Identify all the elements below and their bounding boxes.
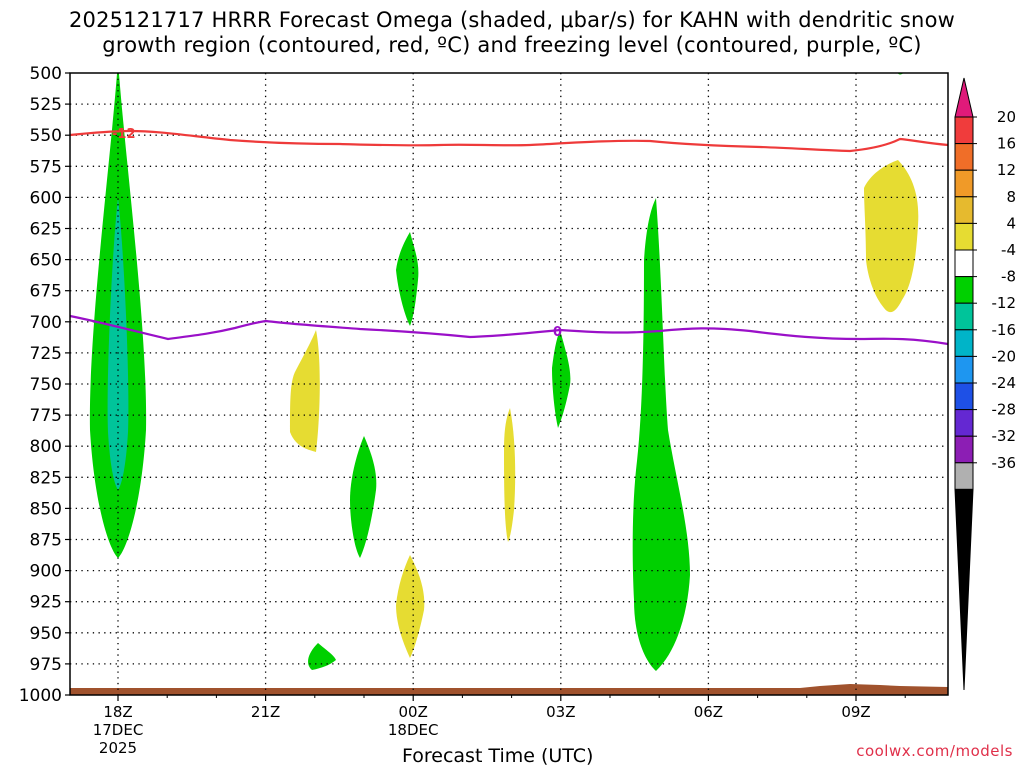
y-tick-label: 500 xyxy=(30,64,62,84)
contour-label-minus12: -12 xyxy=(112,127,136,142)
colorbar-box xyxy=(954,249,974,278)
colorbar-label: -4 xyxy=(1001,241,1016,259)
colorbar-bottom-triangle xyxy=(954,488,974,691)
colorbar-label: -36 xyxy=(992,454,1017,472)
x-tick-label: 00Z xyxy=(399,703,428,721)
y-tick-label: 725 xyxy=(30,344,62,364)
y-tick-label: 975 xyxy=(30,655,62,675)
x-tick-label: 21Z xyxy=(251,703,280,721)
y-tick-label: 700 xyxy=(30,313,62,333)
omega-region-green-0300z xyxy=(552,330,571,428)
x-tick-sublabel: 2025 xyxy=(99,739,137,757)
y-tick-label: 875 xyxy=(30,531,62,551)
y-tick-label: 650 xyxy=(30,251,62,271)
colorbar-label: -12 xyxy=(992,294,1017,312)
colorbar-box xyxy=(954,143,974,171)
contour-label-zero: 0 xyxy=(553,325,562,340)
contour-freezing-level-line xyxy=(69,314,949,346)
omega-region-green-2200z-low xyxy=(308,643,336,670)
y-tick-label: 600 xyxy=(30,188,62,208)
colorbar-label: -28 xyxy=(992,401,1017,419)
colorbar-top-triangle xyxy=(954,77,974,118)
colorbar-box xyxy=(954,409,974,437)
y-tick-label: 825 xyxy=(30,468,62,488)
x-tick-label: 18Z xyxy=(103,703,132,721)
y-tick-label: 900 xyxy=(30,562,62,582)
colorbar-label: -32 xyxy=(992,427,1017,445)
colorbar: 20 16 12 8 4 -4 -8 -12 -16 -20 -24 -28 -32 -36 xyxy=(954,77,1017,691)
chart-title-line2: growth region (contoured, red, ºC) and f… xyxy=(102,33,922,57)
colorbar-box xyxy=(954,382,974,411)
colorbar-label: 8 xyxy=(1006,188,1016,206)
x-tick-label: 06Z xyxy=(694,703,723,721)
omega-region-yellow-2130z xyxy=(290,330,320,452)
colorbar-box xyxy=(954,222,974,251)
x-tick-label: 03Z xyxy=(546,703,575,721)
colorbar-box xyxy=(954,462,974,490)
colorbar-label: -24 xyxy=(992,374,1017,392)
colorbar-label: 20 xyxy=(997,108,1016,126)
colorbar-box xyxy=(954,169,974,198)
colorbar-label: 16 xyxy=(997,135,1016,153)
omega-region-green-2300z xyxy=(350,436,377,558)
colorbar-box xyxy=(954,435,974,464)
y-tick-label: 775 xyxy=(30,406,62,426)
omega-region-green-0500z xyxy=(632,198,690,671)
colorbar-label: -20 xyxy=(992,347,1017,365)
y-tick-label: 1000 xyxy=(19,686,62,706)
colorbar-label: -16 xyxy=(992,321,1017,339)
y-axis: 500 525 550 575 600 625 650 675 700 725 750 775 800 8… xyxy=(19,64,70,706)
colorbar-label: 12 xyxy=(997,161,1016,179)
colorbar-box xyxy=(954,302,974,331)
omega-region-yellow-0930z xyxy=(864,160,919,313)
site-watermark: coolwx.com/models xyxy=(856,742,1013,760)
chart-title-line1: 2025121717 HRRR Forecast Omega (shaded, … xyxy=(68,8,955,32)
omega-shading xyxy=(89,73,919,671)
omega-region-yellow-0200z xyxy=(504,408,516,542)
y-tick-label: 575 xyxy=(30,157,62,177)
contour-minus12-line xyxy=(69,129,949,153)
y-tick-label: 800 xyxy=(30,437,62,457)
x-tick-label: 09Z xyxy=(841,703,870,721)
omega-region-yellow-0000z xyxy=(396,555,425,658)
colorbar-label: 4 xyxy=(1006,214,1016,232)
x-tick-sublabel: 18DEC xyxy=(388,721,439,739)
omega-region-teal-18z xyxy=(107,198,129,490)
colorbar-label: -8 xyxy=(1001,268,1016,286)
ground-surface-band xyxy=(70,684,948,695)
y-tick-label: 850 xyxy=(30,499,62,519)
y-tick-label: 675 xyxy=(30,282,62,302)
y-tick-label: 750 xyxy=(30,375,62,395)
colorbar-box xyxy=(954,355,974,384)
y-tick-label: 950 xyxy=(30,624,62,644)
y-tick-label: 625 xyxy=(30,220,62,240)
y-tick-label: 525 xyxy=(30,95,62,115)
grid-lines xyxy=(70,73,948,695)
colorbar-box xyxy=(954,116,974,145)
colorbar-box xyxy=(954,329,974,357)
x-axis-title: Forecast Time (UTC) xyxy=(402,745,594,767)
colorbar-box xyxy=(954,276,974,304)
x-tick-sublabel: 17DEC xyxy=(93,721,144,739)
y-tick-label: 550 xyxy=(30,126,62,146)
omega-region-green-2330z xyxy=(396,232,419,326)
colorbar-box xyxy=(954,196,974,224)
y-tick-label: 925 xyxy=(30,593,62,613)
